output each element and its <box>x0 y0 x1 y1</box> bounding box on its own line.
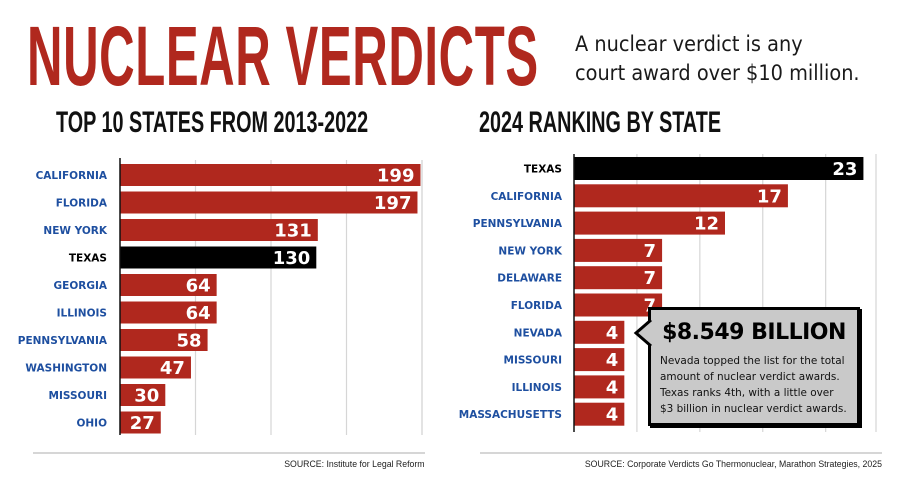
bar-washington <box>120 356 191 379</box>
bar-ohio <box>120 411 161 434</box>
value-label: 17 <box>757 186 782 207</box>
bar-illinois <box>574 375 625 399</box>
category-label: ILLINOIS <box>57 308 107 320</box>
callout-pointer-icon <box>633 318 652 348</box>
bar-florida <box>574 293 663 317</box>
value-label: 4 <box>606 377 619 398</box>
callout-body: Nevada topped the list for the total amo… <box>660 353 847 417</box>
category-label: PENNSYLVANIA <box>473 218 563 230</box>
callout-headline: $8.549 BILLION <box>662 320 846 345</box>
value-label: 23 <box>832 159 857 180</box>
value-label: 64 <box>186 276 211 297</box>
category-label: TEXAS <box>69 253 107 265</box>
bar-new-york <box>120 219 318 241</box>
category-label: MISSOURI <box>49 390 107 402</box>
right-divider <box>480 452 882 454</box>
bar-missouri <box>120 384 166 406</box>
bar-nevada <box>574 320 625 344</box>
category-label: PENNSYLVANIA <box>18 335 108 347</box>
bar-pennsylvania <box>120 329 208 351</box>
category-label: MASSACHUSETTS <box>459 409 562 421</box>
value-label: 197 <box>374 193 412 214</box>
category-label: FLORIDA <box>56 198 108 210</box>
value-label: 4 <box>606 405 619 426</box>
bar-pennsylvania <box>574 211 725 235</box>
tagline: A nuclear verdict is any court award ove… <box>575 30 860 88</box>
value-label: 7 <box>644 241 657 262</box>
value-label: 199 <box>377 166 415 187</box>
value-label: 58 <box>177 331 202 352</box>
value-label: 130 <box>273 248 311 269</box>
category-label: GEORGIA <box>54 280 108 292</box>
callout-line-1: Nevada topped the list for the total <box>660 354 845 367</box>
left-divider <box>33 452 425 454</box>
page-title: NUCLEAR VERDICTS <box>27 9 539 103</box>
value-label: 7 <box>644 268 657 289</box>
value-label: 12 <box>694 214 719 235</box>
bar-california <box>120 164 421 186</box>
category-label: NEVADA <box>514 327 563 339</box>
category-label: WASHINGTON <box>25 363 107 375</box>
value-label: 30 <box>134 386 159 407</box>
left-source: SOURCE: Institute for Legal Reform <box>284 459 425 470</box>
category-label: DELAWARE <box>497 273 562 285</box>
value-label: 4 <box>606 350 619 371</box>
bar-georgia <box>120 274 217 296</box>
category-label: ILLINOIS <box>512 382 562 394</box>
value-label: 64 <box>186 303 211 324</box>
value-label: 131 <box>274 221 312 242</box>
category-label: CALIFORNIA <box>491 191 563 203</box>
bar-california <box>574 184 788 208</box>
value-label: 47 <box>160 358 185 379</box>
value-label: 4 <box>606 323 619 344</box>
bar-texas <box>120 246 317 269</box>
bar-texas <box>574 157 864 180</box>
category-label: NEW YORK <box>498 245 562 257</box>
callout-line-3: Texas ranks 4th, with a little over <box>660 386 834 399</box>
category-label: OHIO <box>76 418 107 430</box>
callout-line-2: amount of nuclear verdict awards. <box>660 370 840 383</box>
bar-delaware <box>574 266 663 290</box>
bar-massachusetts <box>574 402 625 426</box>
category-label: MISSOURI <box>504 355 562 367</box>
bar-new-york <box>574 238 663 262</box>
tagline-line-2: court award over $10 million. <box>575 61 860 85</box>
left-chart-title: TOP 10 STATES FROM 2013-2022 <box>56 106 369 139</box>
bar-missouri <box>574 348 625 372</box>
tagline-line-1: A nuclear verdict is any <box>575 32 803 56</box>
bar-florida <box>120 191 418 214</box>
right-chart-title: 2024 RANKING BY STATE <box>479 106 722 139</box>
nevada-callout: $8.549 BILLION Nevada topped the list fo… <box>648 307 860 426</box>
callout-line-4: $3 billion in nuclear verdict awards. <box>660 402 847 415</box>
category-label: CALIFORNIA <box>36 170 108 182</box>
right-source: SOURCE: Corporate Verdicts Go Thermonucl… <box>584 459 882 470</box>
bar-illinois <box>120 301 217 324</box>
category-label: TEXAS <box>524 164 562 176</box>
category-label: FLORIDA <box>511 300 563 312</box>
category-label: NEW YORK <box>43 225 107 237</box>
value-label: 27 <box>130 413 155 434</box>
